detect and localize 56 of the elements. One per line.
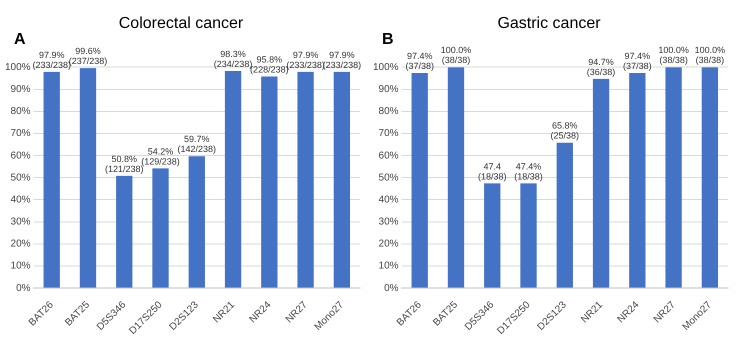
bar xyxy=(116,176,132,288)
data-label: 65.8% (25/38) xyxy=(550,120,580,141)
y-tick-label: 0% xyxy=(384,282,399,294)
y-tick-label: 60% xyxy=(378,150,399,162)
bar xyxy=(412,72,428,288)
y-tick-label: 0% xyxy=(16,282,31,294)
y-tick-label: 10% xyxy=(378,260,399,272)
data-label: 47.4 (18/38) xyxy=(478,161,507,182)
data-label: 98.3% (234/238) xyxy=(214,48,252,69)
data-label: 97.4% (37/38) xyxy=(623,50,652,71)
y-tick-label: 10% xyxy=(10,260,31,272)
data-label: 100.0% (38/38) xyxy=(440,45,472,66)
data-label: 99.6% (237/238) xyxy=(68,46,108,66)
data-label: 59.7% (142/238) xyxy=(178,134,216,154)
text: A xyxy=(14,31,26,48)
y-tick-label: 80% xyxy=(10,106,31,118)
data-label: 100.0% (38/38) xyxy=(694,45,726,66)
data-label: 100.0% (38/38) xyxy=(658,45,689,66)
bar xyxy=(188,156,205,288)
y-tick-label: 30% xyxy=(10,216,31,228)
bar xyxy=(261,76,278,288)
y-tick-label: 20% xyxy=(10,238,31,250)
y-tick-label: 30% xyxy=(378,216,399,228)
y-tick-label: 70% xyxy=(378,128,399,140)
chart-title: Gastric cancer xyxy=(497,15,602,32)
y-tick-label: 40% xyxy=(10,194,31,206)
y-tick-label: 80% xyxy=(378,106,399,118)
y-tick-label: 50% xyxy=(10,172,31,184)
bar xyxy=(297,72,314,288)
bar xyxy=(520,183,537,288)
data-label: 94.7% (36/38) xyxy=(586,56,616,77)
bar xyxy=(484,183,500,288)
bar xyxy=(592,78,610,288)
y-tick-label: 90% xyxy=(10,84,31,96)
y-tick-label: 100% xyxy=(373,62,399,73)
y-tick-label: 20% xyxy=(378,238,399,250)
y-tick-label: 90% xyxy=(378,84,399,96)
bar xyxy=(629,72,646,288)
bar xyxy=(80,68,96,288)
y-tick-label: 40% xyxy=(378,194,399,206)
chart-title: Colorectal cancer xyxy=(118,15,244,32)
y-tick-label: 100% xyxy=(5,62,31,73)
bar xyxy=(334,72,350,288)
bar xyxy=(448,67,464,288)
y-tick-label: 60% xyxy=(10,150,31,162)
y-tick-label: 70% xyxy=(10,128,31,140)
bar xyxy=(665,67,682,288)
bar xyxy=(556,142,573,288)
bar xyxy=(702,67,718,288)
text: B xyxy=(382,31,394,48)
bar xyxy=(152,168,169,288)
data-label: 97.4% (37/38) xyxy=(405,50,434,71)
bar xyxy=(224,70,242,288)
bar xyxy=(44,72,60,288)
data-label: 47.4% (18/38) xyxy=(514,161,543,182)
y-tick-label: 50% xyxy=(378,172,399,184)
